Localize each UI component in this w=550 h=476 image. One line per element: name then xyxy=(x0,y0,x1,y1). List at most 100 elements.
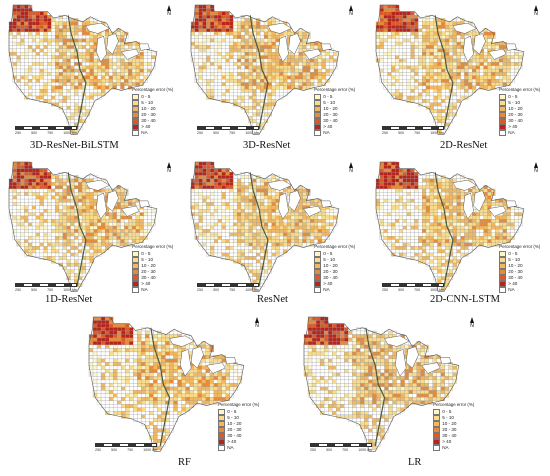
county-cell xyxy=(379,65,384,70)
county-cell xyxy=(437,215,442,220)
county-cell xyxy=(39,52,44,56)
county-cell xyxy=(58,48,63,53)
county-cell xyxy=(267,75,272,80)
county-cell xyxy=(39,68,44,73)
county-cell xyxy=(55,55,60,60)
county-cell xyxy=(452,65,457,70)
county-cell xyxy=(66,215,71,220)
county-cell xyxy=(433,249,438,254)
county-cell xyxy=(329,58,334,63)
county-cell xyxy=(78,28,83,33)
county-cell xyxy=(62,48,67,53)
county-cell xyxy=(487,222,492,227)
county-cell xyxy=(418,185,423,190)
county-cell xyxy=(256,58,261,63)
county-cell xyxy=(410,252,415,257)
county-cell xyxy=(441,92,446,97)
county-cell xyxy=(395,222,400,227)
county-cell xyxy=(39,219,44,223)
county-cell xyxy=(383,192,388,196)
county-cell xyxy=(43,95,48,100)
county-cell xyxy=(28,52,33,56)
county-cell xyxy=(116,62,121,66)
county-cell xyxy=(279,236,284,240)
county-cell xyxy=(89,41,94,46)
county-cell xyxy=(329,212,334,217)
county-cell xyxy=(31,215,37,220)
county-cell xyxy=(47,212,52,217)
county-cell xyxy=(47,38,52,43)
county-cell xyxy=(414,41,419,46)
county-cell xyxy=(306,82,311,86)
county-cell xyxy=(47,62,52,66)
lake-shape xyxy=(96,192,107,220)
county-cell xyxy=(31,41,37,46)
county-cell xyxy=(248,89,253,93)
county-cell xyxy=(244,242,249,247)
county-cell xyxy=(391,18,396,22)
county-cell xyxy=(445,52,450,56)
county-cell xyxy=(464,82,469,86)
county-cell xyxy=(260,38,265,43)
county-cell xyxy=(124,65,129,70)
county-cell xyxy=(483,58,488,63)
county-cell xyxy=(43,182,48,186)
county-cell xyxy=(43,82,48,86)
county-cell xyxy=(418,249,423,254)
county-cell xyxy=(198,202,203,206)
county-cell xyxy=(410,21,415,26)
county-cell xyxy=(217,35,222,39)
county-cell xyxy=(194,219,199,223)
county-cell xyxy=(391,38,396,43)
county-cell xyxy=(502,232,507,237)
county-cell xyxy=(31,192,37,196)
county-cell xyxy=(433,205,438,210)
county-cell xyxy=(441,219,446,223)
county-cell xyxy=(422,72,427,76)
county-cell xyxy=(267,192,272,196)
county-cell xyxy=(456,82,461,86)
county-cell xyxy=(70,276,75,281)
county-cell xyxy=(252,62,257,66)
county-cell xyxy=(429,31,434,36)
county-cell xyxy=(35,75,40,80)
county-cell xyxy=(256,182,261,186)
county-cell xyxy=(379,45,384,49)
county-cell xyxy=(221,236,226,240)
county-cell xyxy=(414,239,419,243)
county-cell xyxy=(24,239,29,243)
county-cell xyxy=(74,276,79,281)
county-cell xyxy=(12,45,17,49)
legend-label: NA xyxy=(141,286,148,292)
county-cell xyxy=(240,52,245,56)
county-cell xyxy=(31,28,37,33)
county-cell xyxy=(263,188,269,193)
county-cell xyxy=(445,122,450,127)
county-cell xyxy=(433,109,438,113)
county-cell xyxy=(379,68,384,73)
county-cell xyxy=(108,215,113,220)
county-cell xyxy=(70,119,75,124)
county-cell xyxy=(244,55,249,60)
county-cell xyxy=(135,58,140,63)
county-cell xyxy=(252,109,257,113)
county-cell xyxy=(210,249,215,254)
county-cell xyxy=(78,185,83,190)
county-cell xyxy=(43,202,48,206)
county-cell xyxy=(221,89,226,93)
county-cell xyxy=(495,239,500,243)
county-cell xyxy=(74,65,79,70)
county-cell xyxy=(456,192,461,196)
county-cell xyxy=(279,79,284,83)
county-cell xyxy=(81,188,87,193)
scale-label: 1000 km xyxy=(63,130,77,135)
county-cell xyxy=(43,28,48,33)
county-cell xyxy=(410,219,415,223)
county-cell xyxy=(124,222,129,227)
county-cell xyxy=(302,79,307,83)
county-cell xyxy=(391,171,396,176)
county-cell xyxy=(116,48,121,53)
county-cell xyxy=(433,246,438,250)
county-cell xyxy=(468,82,473,86)
county-cell xyxy=(194,225,199,230)
